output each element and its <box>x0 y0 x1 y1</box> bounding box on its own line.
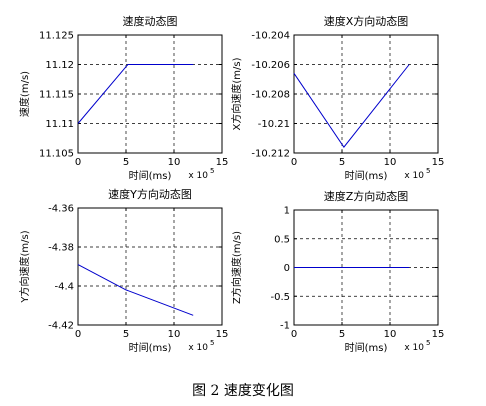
x-tick-label: 5 <box>123 157 129 168</box>
x-axis-label: 时间(ms) <box>129 169 172 182</box>
x-exponent-label: x 10 <box>188 343 208 353</box>
x-tick-label: 5 <box>123 329 129 340</box>
y-axis-label: X方向速度(m/s) <box>230 57 243 130</box>
y-tick-label: -1 <box>280 321 290 332</box>
y-tick-label: -4.4 <box>54 282 74 293</box>
x-tick-label: 10 <box>384 329 397 340</box>
y-tick-label: -10.208 <box>251 90 290 101</box>
x-axis-label: 时间(ms) <box>129 341 172 354</box>
y-tick-label: -4.38 <box>48 243 74 254</box>
y-tick-label: -10.212 <box>251 149 290 160</box>
x-axis-label: 时间(ms) <box>345 341 388 354</box>
x-tick-label: 0 <box>75 329 81 340</box>
y-tick-label: -10.21 <box>258 119 290 130</box>
y-tick-label: -4.42 <box>48 321 74 332</box>
y-tick-label: -10.204 <box>251 31 290 42</box>
y-tick-label: -4.36 <box>48 204 74 215</box>
x-tick-label: 10 <box>168 157 181 168</box>
figure-caption: 图 2 速度变化图 <box>192 383 294 399</box>
y-tick-label: 1 <box>284 206 290 217</box>
x-tick-label: 15 <box>216 157 229 168</box>
x-exponent-label: x 10 <box>404 171 424 181</box>
x-exponent-label: x 10 <box>188 171 208 181</box>
y-axis-label: 速度(m/s) <box>18 71 31 117</box>
y-axis-label: Z方向速度(m/s) <box>230 231 243 304</box>
x-tick-label: 15 <box>216 329 229 340</box>
speed-figure: 0 5 10 1511.10511.1111.11511.1211.125速度动态图时… <box>18 14 444 354</box>
series-line <box>77 264 194 316</box>
x-tick-label: 5 <box>339 329 345 340</box>
y-axis-label: Y方向速度(m/s) <box>18 230 31 303</box>
x-tick-label: 10 <box>168 329 181 340</box>
x-axis-label: 时间(ms) <box>345 169 388 182</box>
chart-title: 速度X方向动态图 <box>324 14 409 28</box>
series-line <box>293 64 410 148</box>
x-tick-label: 0 <box>291 329 297 340</box>
y-tick-label: 11.11 <box>45 119 74 130</box>
chart-panel-1: 0 5 10 15 11.105 11.11 11.115 11.12 11.125 速度动态图时… <box>18 14 228 182</box>
y-tick-label: 0 <box>284 263 290 274</box>
chart-panel-2: 0 5 10 15 -10.212 -10.21 -10.208 -10.206 -10.204… <box>230 14 444 182</box>
y-tick-label: -0.5 <box>270 292 290 303</box>
y-tick-label: 11.105 <box>39 149 74 160</box>
chart-title: 速度动态图 <box>123 14 178 28</box>
x-exponent-label: x 10 <box>404 343 424 353</box>
y-tick-label: 0.5 <box>274 234 290 245</box>
x-exponent-power: 5 <box>426 339 430 347</box>
chart-title: 速度Y方向动态图 <box>108 187 192 201</box>
x-tick-label: 5 <box>339 157 345 168</box>
x-exponent-power: 5 <box>426 167 430 175</box>
x-tick-label: 0 <box>75 157 81 168</box>
y-tick-label: -10.206 <box>251 60 290 71</box>
y-tick-label: 11.115 <box>39 90 74 101</box>
x-exponent-power: 5 <box>210 339 214 347</box>
chart-title: 速度Z方向动态图 <box>324 189 409 203</box>
y-tick-label: 11.12 <box>45 60 74 71</box>
axes-box <box>77 207 223 326</box>
x-tick-label: 0 <box>291 157 297 168</box>
x-tick-label: 10 <box>384 157 397 168</box>
x-tick-label: 15 <box>432 329 445 340</box>
series-line <box>77 64 194 124</box>
y-tick-label: 11.125 <box>39 31 74 42</box>
x-exponent-power: 5 <box>210 167 214 175</box>
x-tick-label: 15 <box>432 157 445 168</box>
